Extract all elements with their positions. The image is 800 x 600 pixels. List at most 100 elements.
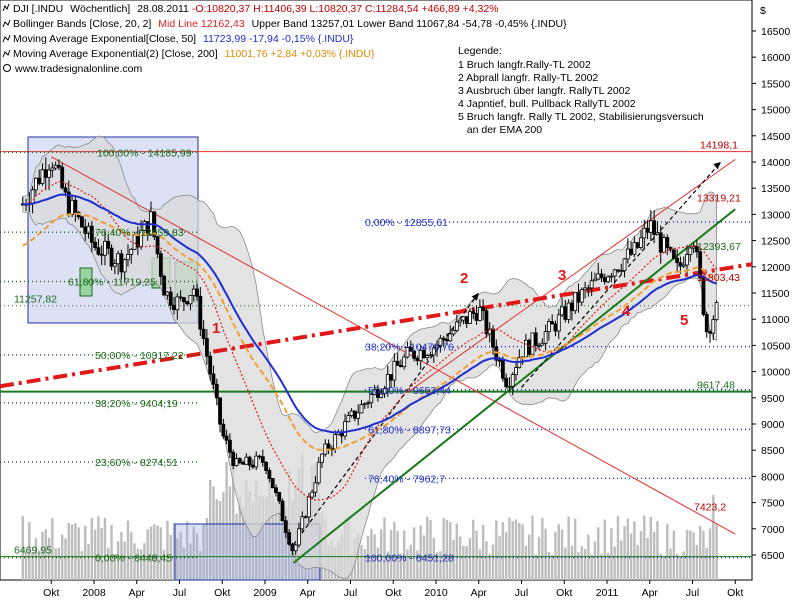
volume-bar [64, 538, 67, 580]
volume-bar [626, 518, 630, 580]
header-ema200-value: 11001,76 +2,84 +0,03% {.INDU} [225, 48, 375, 60]
candle-body [395, 360, 400, 366]
candle [441, 335, 446, 348]
volume-bar [633, 521, 636, 580]
candle [500, 356, 505, 382]
candle-body [671, 249, 676, 259]
level-label: 12393,67 [697, 241, 741, 253]
candle-body [431, 347, 436, 356]
volume-bar [146, 529, 149, 580]
candle [451, 326, 456, 337]
volume-bar [409, 544, 412, 580]
candle [675, 249, 680, 272]
candle-body [70, 199, 74, 215]
candle-body [165, 291, 170, 296]
y-tick-label: 8500 [761, 445, 785, 457]
volume-bar [600, 554, 603, 580]
candle [320, 453, 324, 468]
volume-bar [258, 495, 261, 580]
volume-bar [485, 541, 488, 580]
svg-text:Moving Average Exponential(2): Moving Average Exponential(2) [Close, 20… [13, 48, 375, 60]
volume-bar [442, 518, 445, 580]
candle-body [606, 276, 610, 283]
volume-bar [87, 543, 90, 580]
candle [260, 449, 265, 467]
candle [112, 259, 117, 275]
y-tick-label: 7500 [761, 498, 785, 510]
annotations: 1 2 3 4 5 [212, 267, 688, 337]
candle-body [244, 456, 249, 465]
volume-bar [274, 502, 278, 580]
volume-bar [47, 537, 51, 580]
volume-bar [202, 523, 205, 580]
volume-bar [452, 539, 455, 580]
y-tick-label: 12500 [761, 236, 790, 248]
header-ema50-name: Moving Average Exponential[Close, 50] [13, 33, 196, 45]
volume-bar [192, 526, 195, 580]
volume-bar [376, 547, 380, 580]
candle-body [385, 374, 390, 390]
volume-bar [222, 492, 225, 580]
chart-header: DJI [.INDU Wöchentlich] 28.08.2011 -O:10… [1, 1, 567, 79]
volume-bar [251, 502, 255, 580]
candle-body [547, 321, 551, 333]
volume-bar [61, 534, 64, 580]
candle [599, 269, 604, 282]
candle [606, 274, 610, 284]
candle [96, 238, 101, 256]
volume-bar [241, 507, 245, 580]
candle [277, 491, 282, 504]
volume-bar [537, 536, 541, 580]
level-label: 9617,48 [697, 380, 735, 392]
y-tick-label: 13000 [761, 209, 790, 221]
candle [205, 329, 209, 365]
candle-body [290, 543, 295, 552]
candle [283, 515, 288, 539]
candle-body [704, 314, 709, 333]
candle [454, 314, 459, 333]
candle [237, 457, 242, 465]
volume-bar [238, 496, 241, 580]
symbol-icon [2, 3, 10, 12]
volume-bar [366, 535, 370, 580]
volume-bar [580, 546, 583, 580]
fib-right-label: 50,00% - 9653,44 [368, 385, 451, 397]
header-ohlc: -O:10820,37 H:11406,39 L:10820,37 C:1128… [192, 3, 499, 15]
volume-bar [672, 530, 676, 580]
candle-body [247, 456, 252, 466]
candle [543, 324, 548, 351]
candle [622, 258, 627, 278]
x-tick-label: Apr [129, 587, 146, 599]
volume-bar [264, 496, 268, 580]
volume-bar [465, 545, 468, 580]
candle [547, 318, 551, 341]
x-tick-label: Apr [300, 587, 317, 599]
candle [356, 404, 361, 426]
candle-body [310, 491, 315, 498]
candle [385, 365, 390, 397]
y-tick-label: 16500 [761, 26, 790, 38]
candle-body [181, 297, 186, 302]
candle [458, 319, 463, 327]
candle-body [53, 164, 58, 169]
candle-body [89, 225, 94, 243]
volume-bar [481, 524, 485, 580]
level-label: 6469,95 [14, 545, 52, 557]
volume-bar [646, 537, 649, 580]
header-bb-rest: Upper Band 13257,01 Lower Band 11067,84 … [252, 18, 568, 30]
x-tick-label: 2011 [596, 587, 619, 599]
candle-body [678, 262, 683, 267]
candle-body [116, 253, 121, 265]
volume-bar [491, 544, 495, 580]
volume-bar [544, 528, 547, 580]
candle-body [632, 242, 637, 255]
volume-bar [169, 534, 172, 580]
candle-body [655, 232, 660, 235]
candle [267, 467, 272, 483]
website-link[interactable]: www.tradesignalonline.com [14, 63, 142, 75]
candle-body [119, 253, 124, 273]
volume-bar [268, 479, 271, 580]
volume-bar [113, 554, 117, 580]
candle-body [277, 492, 282, 502]
